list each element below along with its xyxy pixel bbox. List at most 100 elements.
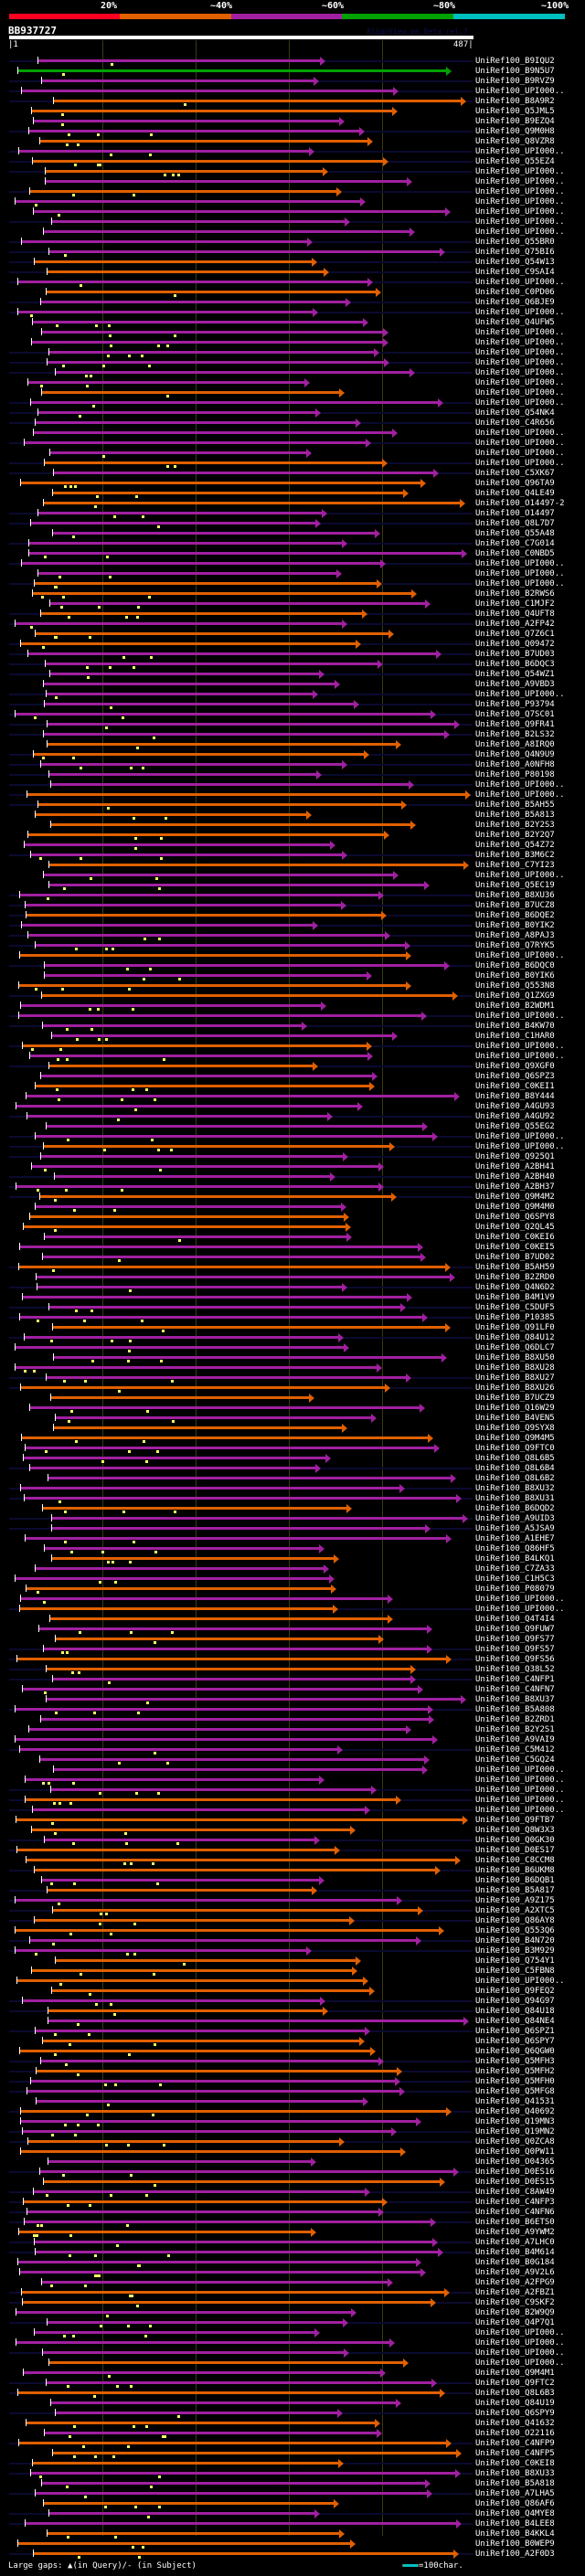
hit-label[interactable]: UniRef100_C0KEI8 [475, 2459, 555, 2468]
hit-label[interactable]: UniRef100_C5GQ24 [475, 1755, 555, 1765]
hit-label[interactable]: UniRef100_B4N720 [475, 1936, 555, 1945]
hit-label[interactable]: UniRef100_B9N5U7 [475, 67, 555, 76]
hit-row[interactable]: UniRef100_C5M412 [0, 1745, 585, 1755]
alignment-bar[interactable] [49, 1617, 388, 1620]
hit-label[interactable]: UniRef100_B2ZRD1 [475, 1715, 555, 1724]
hit-row[interactable]: UniRef100_D0ES17 [0, 1846, 585, 1856]
hit-row[interactable]: UniRef100_UPI000.. [0, 358, 585, 368]
hit-row[interactable]: UniRef100_B2Y2S1 [0, 1725, 585, 1735]
hit-label[interactable]: UniRef100_A9Z175 [475, 1896, 555, 1905]
hit-label[interactable]: UniRef100_UPI000.. [475, 197, 565, 207]
hit-row[interactable]: UniRef100_Q19MN3 [0, 2117, 585, 2127]
hit-row[interactable]: UniRef100_Q2QL45 [0, 1223, 585, 1233]
hit-label[interactable]: UniRef100_B7UD02 [475, 1253, 555, 1262]
hit-row[interactable]: UniRef100_UPI000.. [0, 449, 585, 459]
hit-label[interactable]: UniRef100_C1HAR0 [475, 1032, 555, 1041]
hit-row[interactable]: UniRef100_O22116 [0, 2429, 585, 2439]
alignment-bar[interactable] [28, 552, 462, 555]
alignment-bar[interactable] [55, 371, 410, 374]
hit-row[interactable]: UniRef100_Q75BI6 [0, 248, 585, 258]
hit-label[interactable]: UniRef100_Q4MYE8 [475, 2509, 555, 2518]
hit-label[interactable]: UniRef100_UPI000.. [475, 147, 565, 156]
hit-label[interactable]: UniRef100_C4NFP1 [475, 1675, 555, 1684]
hit-row[interactable]: UniRef100_UPI000.. [0, 790, 585, 800]
hit-row[interactable]: UniRef100_Q54WZ1 [0, 670, 585, 680]
hit-row[interactable]: UniRef100_Q8L6B5 [0, 1454, 585, 1464]
hit-row[interactable]: UniRef100_A2XTC5 [0, 1906, 585, 1916]
hit-label[interactable]: UniRef100_A2XTC5 [475, 1906, 555, 1915]
hit-row[interactable]: UniRef100_UPI000.. [0, 228, 585, 238]
hit-row[interactable]: UniRef100_Q84U18 [0, 2007, 585, 2017]
hit-label[interactable]: UniRef100_A8IRQ0 [475, 740, 555, 749]
hit-row[interactable]: UniRef100_Q86AF6 [0, 2499, 585, 2509]
hit-row[interactable]: UniRef100_B0YIK6 [0, 971, 585, 981]
hit-row[interactable]: UniRef100_P08079 [0, 1585, 585, 1595]
alignment-bar[interactable] [41, 80, 314, 82]
hit-row[interactable]: UniRef100_Q55EZ4 [0, 157, 585, 167]
hit-label[interactable]: UniRef100_Q6SPY7 [475, 2037, 555, 2046]
alignment-bar[interactable] [52, 492, 403, 494]
hit-row[interactable]: UniRef100_C4NFP1 [0, 1675, 585, 1685]
hit-row[interactable]: UniRef100_Q925Q1 [0, 1152, 585, 1162]
hit-label[interactable]: UniRef100_A2BH40 [475, 1172, 555, 1182]
hit-row[interactable]: UniRef100_C0KEI8 [0, 2459, 585, 2469]
hit-label[interactable]: UniRef100_B2RWS6 [475, 589, 555, 599]
alignment-bar[interactable] [33, 753, 364, 756]
alignment-bar[interactable] [30, 853, 342, 856]
hit-label[interactable]: UniRef100_B8XU26 [475, 1383, 555, 1393]
alignment-bar[interactable] [25, 904, 341, 906]
hit-row[interactable]: UniRef100_Q6SPY9 [0, 2409, 585, 2419]
hit-label[interactable]: UniRef100_UPI000.. [475, 348, 565, 357]
hit-label[interactable]: UniRef100_B4M1V9 [475, 1293, 555, 1302]
alignment-bar[interactable] [49, 673, 319, 675]
alignment-bar[interactable] [41, 2482, 425, 2485]
hit-label[interactable]: UniRef100_C0NBD5 [475, 549, 555, 558]
hit-row[interactable]: UniRef100_Q9FTC0 [0, 1444, 585, 1454]
alignment-bar[interactable] [42, 1256, 420, 1258]
alignment-bar[interactable] [23, 2200, 382, 2203]
hit-label[interactable]: UniRef100_UPI000.. [475, 328, 565, 337]
hit-label[interactable]: UniRef100_B7UCZ8 [475, 901, 555, 910]
alignment-bar[interactable] [30, 2080, 395, 2083]
alignment-bar[interactable] [21, 562, 380, 565]
hit-row[interactable]: UniRef100_UPI000.. [0, 1786, 585, 1796]
hit-label[interactable]: UniRef100_B5A808 [475, 1705, 555, 1714]
alignment-bar[interactable] [34, 1919, 349, 1922]
alignment-bar[interactable] [35, 1135, 432, 1138]
alignment-bar[interactable] [47, 361, 384, 364]
hit-row[interactable]: UniRef100_Q9FR41 [0, 720, 585, 730]
hit-row[interactable]: UniRef100_UPI000.. [0, 439, 585, 449]
alignment-bar[interactable] [37, 512, 322, 514]
hit-label[interactable]: UniRef100_UPI000.. [475, 338, 565, 347]
alignment-bar[interactable] [33, 210, 445, 213]
alignment-bar[interactable] [26, 2422, 375, 2424]
alignment-bar[interactable] [48, 1477, 451, 1479]
hit-row[interactable]: UniRef100_Q7Z6C1 [0, 630, 585, 640]
hit-label[interactable]: UniRef100_A2FP42 [475, 620, 555, 629]
alignment-bar[interactable] [37, 1286, 342, 1288]
hit-label[interactable]: UniRef100_B2ZRD0 [475, 1273, 555, 1282]
hit-label[interactable]: UniRef100_B6ETS0 [475, 2218, 555, 2227]
hit-label[interactable]: UniRef100_B6DQC0 [475, 961, 555, 970]
hit-row[interactable]: UniRef100_UPI000.. [0, 1806, 585, 1816]
alignment-bar[interactable] [16, 1979, 363, 1982]
hit-label[interactable]: UniRef100_UPI000.. [475, 228, 565, 237]
hit-label[interactable]: UniRef100_B8XU28 [475, 1363, 555, 1373]
hit-row[interactable]: UniRef100_UPI000.. [0, 1132, 585, 1142]
hit-label[interactable]: UniRef100_Q7Z6C1 [475, 630, 555, 639]
hit-label[interactable]: UniRef100_A1EHE7 [475, 1534, 555, 1543]
hit-row[interactable]: UniRef100_Q8VZR8 [0, 137, 585, 147]
hit-row[interactable]: UniRef100_Q6DLC7 [0, 1343, 585, 1353]
hit-label[interactable]: UniRef100_Q40692 [475, 2107, 555, 2116]
hit-row[interactable]: UniRef100_Q9FS77 [0, 1635, 585, 1645]
hit-row[interactable]: UniRef100_B2Y2Q7 [0, 831, 585, 841]
hit-label[interactable]: UniRef100_UPI000.. [475, 358, 565, 367]
alignment-bar[interactable] [53, 1426, 342, 1429]
hit-label[interactable]: UniRef100_UPI000.. [475, 207, 565, 217]
hit-row[interactable]: UniRef100_B8XU26 [0, 1383, 585, 1394]
alignment-bar[interactable] [15, 1366, 377, 1369]
hit-row[interactable]: UniRef100_A9YWM2 [0, 2228, 585, 2238]
alignment-bar[interactable] [48, 884, 424, 886]
alignment-bar[interactable] [43, 2502, 334, 2505]
alignment-bar[interactable] [18, 2442, 446, 2444]
